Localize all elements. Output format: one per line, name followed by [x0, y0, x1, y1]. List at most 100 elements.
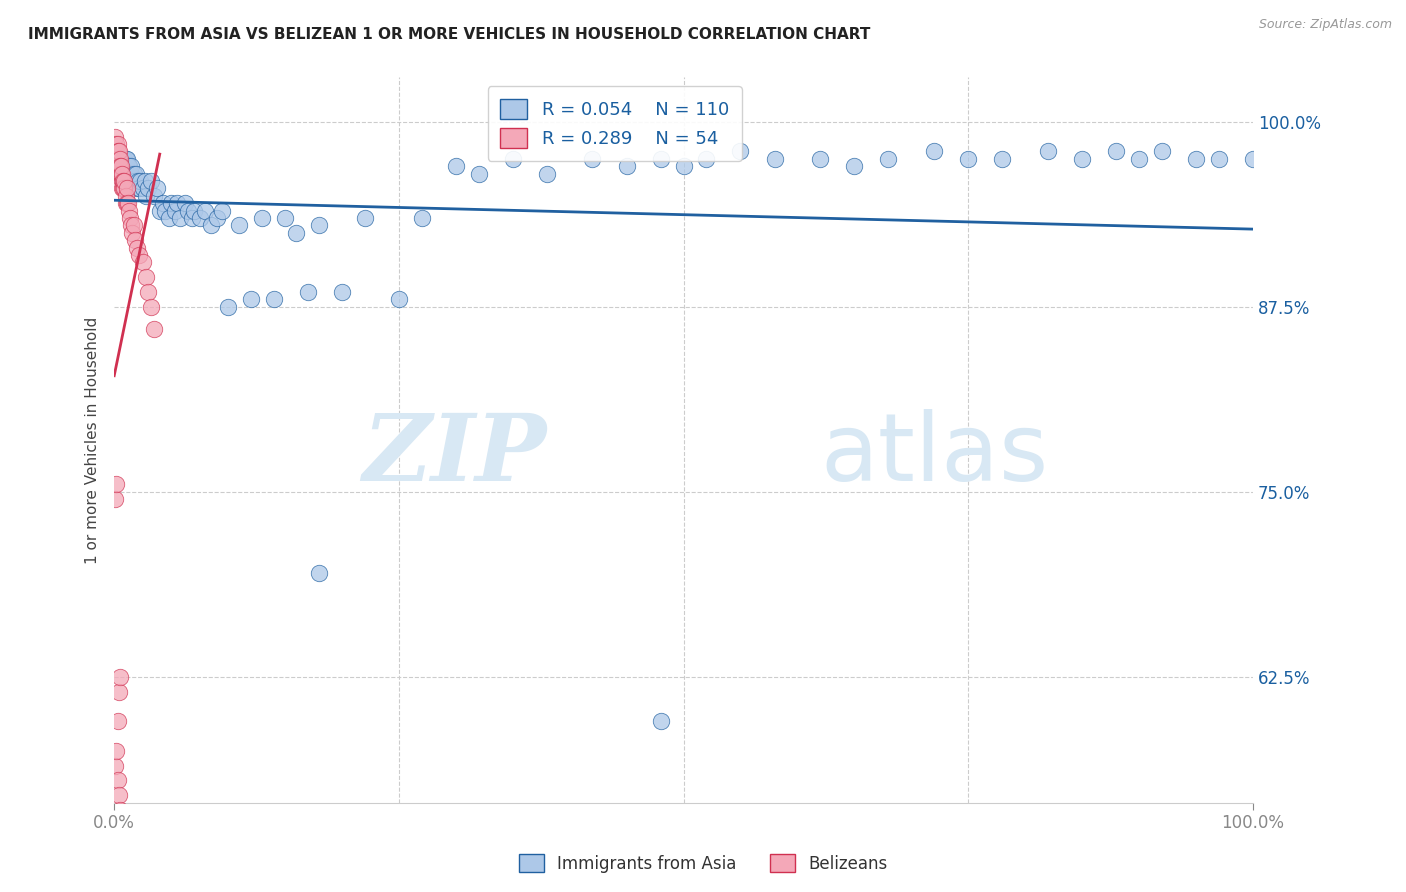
Point	[581, 152, 603, 166]
Legend: Immigrants from Asia, Belizeans: Immigrants from Asia, Belizeans	[512, 847, 894, 880]
Text: atlas: atlas	[820, 409, 1049, 500]
Point	[110, 159, 132, 173]
Point	[107, 714, 129, 729]
Point	[143, 189, 166, 203]
Point	[1185, 152, 1208, 166]
Point	[695, 152, 717, 166]
Point	[730, 145, 752, 159]
Point	[1128, 152, 1150, 166]
Point	[117, 167, 139, 181]
Point	[112, 174, 135, 188]
Point	[115, 196, 138, 211]
Point	[467, 167, 489, 181]
Point	[107, 145, 129, 159]
Point	[444, 159, 467, 173]
Point	[228, 219, 250, 233]
Point	[991, 152, 1014, 166]
Point	[922, 145, 945, 159]
Point	[194, 203, 217, 218]
Point	[138, 285, 160, 299]
Point	[111, 167, 134, 181]
Point	[616, 159, 638, 173]
Point	[169, 211, 191, 225]
Point	[1150, 145, 1173, 159]
Point	[107, 145, 129, 159]
Y-axis label: 1 or more Vehicles in Household: 1 or more Vehicles in Household	[86, 317, 100, 564]
Point	[143, 322, 166, 336]
Point	[672, 159, 695, 173]
Point	[122, 219, 145, 233]
Point	[138, 181, 160, 195]
Point	[1036, 145, 1059, 159]
Point	[110, 818, 132, 832]
Point	[120, 219, 142, 233]
Text: Source: ZipAtlas.com: Source: ZipAtlas.com	[1258, 18, 1392, 31]
Point	[131, 255, 153, 269]
Point	[125, 181, 148, 195]
Point	[117, 159, 139, 173]
Point	[115, 152, 138, 166]
Point	[957, 152, 980, 166]
Point	[108, 159, 131, 173]
Point	[330, 285, 353, 299]
Point	[1241, 152, 1264, 166]
Point	[114, 159, 136, 173]
Point	[111, 832, 134, 847]
Point	[120, 174, 142, 188]
Point	[120, 167, 142, 181]
Point	[111, 174, 134, 188]
Point	[127, 174, 149, 188]
Point	[118, 167, 141, 181]
Point	[536, 167, 558, 181]
Point	[157, 211, 180, 225]
Point	[250, 211, 273, 225]
Point	[1208, 152, 1230, 166]
Point	[114, 152, 136, 166]
Point	[111, 181, 134, 195]
Point	[188, 211, 211, 225]
Point	[107, 152, 129, 166]
Point	[205, 211, 228, 225]
Point	[308, 566, 330, 581]
Point	[114, 189, 136, 203]
Point	[128, 248, 150, 262]
Text: ZIP: ZIP	[363, 409, 547, 500]
Point	[110, 152, 132, 166]
Point	[114, 167, 136, 181]
Point	[108, 152, 131, 166]
Point	[114, 174, 136, 188]
Point	[128, 181, 150, 195]
Point	[239, 293, 262, 307]
Point	[114, 152, 136, 166]
Point	[107, 152, 129, 166]
Point	[112, 181, 135, 195]
Point	[125, 241, 148, 255]
Point	[124, 174, 146, 188]
Point	[120, 159, 142, 173]
Point	[115, 167, 138, 181]
Point	[118, 203, 141, 218]
Point	[1071, 152, 1094, 166]
Point	[308, 219, 330, 233]
Point	[160, 196, 183, 211]
Point	[104, 758, 127, 772]
Point	[139, 300, 162, 314]
Point	[650, 152, 672, 166]
Point	[274, 211, 297, 225]
Point	[844, 159, 866, 173]
Point	[120, 211, 142, 225]
Text: IMMIGRANTS FROM ASIA VS BELIZEAN 1 OR MORE VEHICLES IN HOUSEHOLD CORRELATION CHA: IMMIGRANTS FROM ASIA VS BELIZEAN 1 OR MO…	[28, 27, 870, 42]
Point	[125, 167, 148, 181]
Point	[107, 773, 129, 788]
Point	[411, 211, 433, 225]
Point	[108, 803, 131, 817]
Point	[217, 300, 239, 314]
Point	[108, 670, 131, 684]
Point	[297, 285, 319, 299]
Point	[112, 152, 135, 166]
Point	[129, 174, 152, 188]
Point	[149, 203, 172, 218]
Point	[139, 174, 162, 188]
Point	[1105, 145, 1128, 159]
Point	[107, 684, 129, 698]
